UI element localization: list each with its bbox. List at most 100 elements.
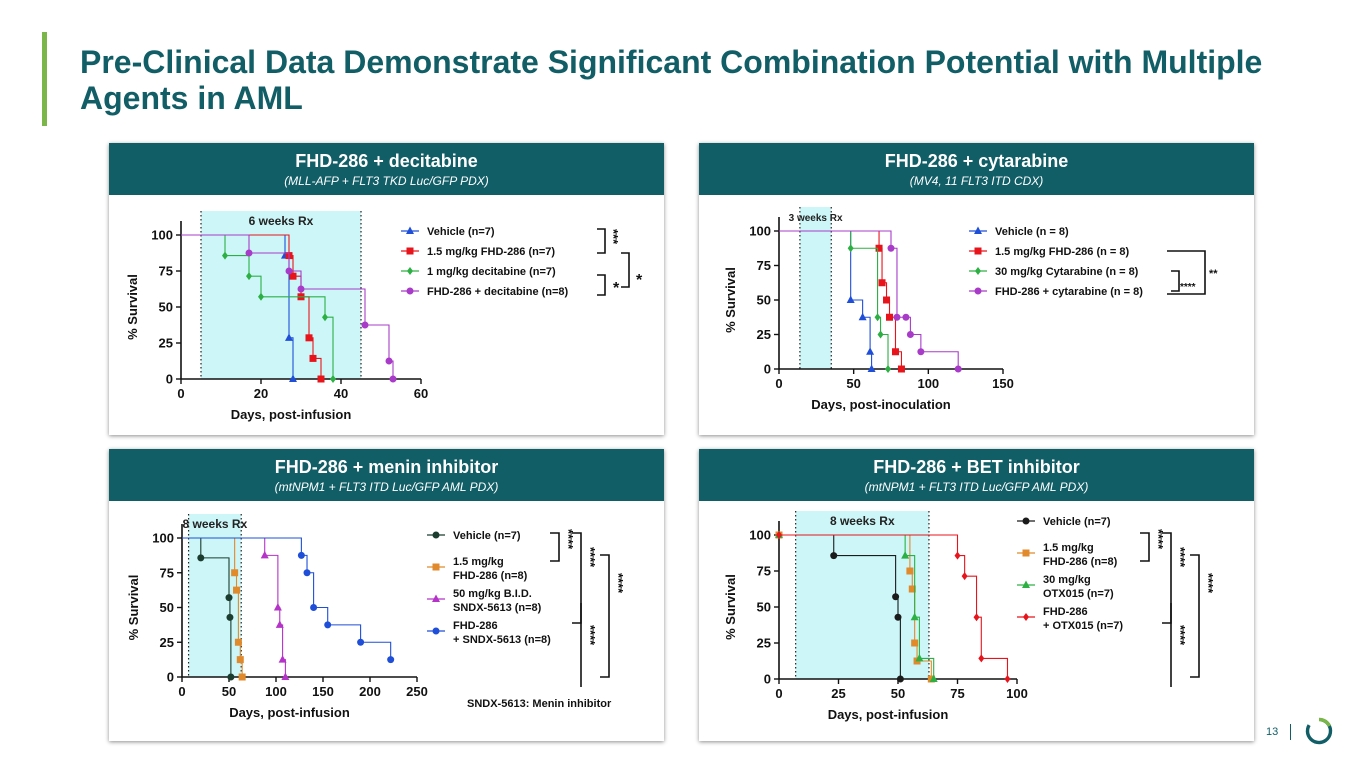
data-point — [245, 249, 253, 257]
data-point — [911, 639, 919, 647]
panel-header: FHD-286 + cytarabine (MV4, 11 FLT3 ITD C… — [699, 143, 1254, 195]
panel-subtitle: (MLL-AFP + FLT3 TKD Luc/GFP PDX) — [284, 174, 489, 188]
y-tick-label: 25 — [757, 327, 771, 342]
x-tick-label: 0 — [775, 376, 782, 391]
legend-label: SNDX-5613 (n=8) — [453, 602, 542, 614]
data-point — [289, 272, 297, 280]
treatment-window — [188, 514, 242, 677]
data-point — [867, 364, 876, 372]
legend-label: FHD-286 (n=8) — [1043, 556, 1118, 568]
legend-marker — [432, 531, 440, 539]
y-tick-label: 0 — [166, 372, 173, 387]
significance-stars: **** — [1180, 282, 1196, 293]
survival-chart-bet: 8 weeks Rx 0 25 50 75 100 0 25 50 75 100 Days, post… — [723, 511, 1216, 722]
panel-bet-inhibitor: FHD-286 + BET inhibitor (mtNPM1 + FLT3 I… — [699, 449, 1254, 741]
significance-bracket — [621, 252, 630, 288]
data-point — [908, 585, 916, 593]
y-tick-label: 50 — [757, 293, 771, 308]
data-point — [893, 313, 901, 321]
data-point — [830, 552, 838, 560]
data-point — [357, 638, 365, 646]
x-tick-label: 60 — [414, 386, 428, 401]
legend-marker — [432, 627, 440, 635]
survival-line-3 — [779, 534, 1009, 679]
legend-marker — [1022, 549, 1030, 557]
data-point — [303, 569, 311, 577]
significance-stars: **** — [583, 547, 598, 568]
legend-marker — [406, 287, 414, 295]
panel-title: FHD-286 + BET inhibitor — [873, 457, 1080, 477]
significance-bracket — [597, 228, 606, 254]
y-tick-label: 25 — [757, 636, 771, 651]
data-point — [906, 331, 914, 338]
significance-stars: **** — [1173, 547, 1188, 568]
x-tick-label: 100 — [265, 684, 287, 699]
legend-label: 1.5 mg/kg — [453, 556, 504, 568]
data-point — [776, 531, 782, 539]
significance-bracket — [1140, 532, 1150, 562]
data-point — [330, 375, 336, 383]
title-accent-bar — [42, 32, 47, 126]
data-point — [231, 569, 239, 577]
x-tick-label: 40 — [334, 386, 348, 401]
data-point — [973, 613, 980, 622]
y-tick-label: 25 — [159, 336, 173, 351]
x-axis-label: Days, post-infusion — [828, 707, 949, 722]
legend-label: FHD-286 + cytarabine (n = 8) — [995, 286, 1143, 298]
legend-label: OTX015 (n=7) — [1043, 588, 1114, 600]
legend-label: + OTX015 (n=7) — [1043, 620, 1123, 632]
data-point — [866, 347, 875, 355]
y-axis-label: % Survival — [723, 267, 738, 333]
panel-subtitle: (mtNPM1 + FLT3 ITD Luc/GFP AML PDX) — [274, 480, 499, 494]
panel-title: FHD-286 + cytarabine — [884, 151, 1069, 171]
data-point — [906, 567, 914, 575]
treatment-window-label: 8 weeks Rx — [830, 514, 895, 528]
y-tick-label: 50 — [160, 600, 174, 615]
treatment-window — [799, 207, 832, 369]
data-point — [310, 604, 318, 611]
significance-bracket — [600, 554, 610, 678]
data-point — [877, 330, 884, 339]
legend-label: Vehicle (n=7) — [453, 530, 521, 542]
significance-stars: **** — [611, 573, 626, 594]
legend-marker — [974, 247, 982, 255]
x-tick-label: 25 — [831, 686, 845, 701]
data-point — [238, 673, 246, 681]
legend-label: + SNDX-5613 (n=8) — [453, 634, 551, 646]
data-point — [896, 675, 904, 683]
circle-logo-icon — [1305, 717, 1333, 745]
significance-stars: * — [636, 272, 643, 289]
panel-decitabine: FHD-286 + decitabine (MLL-AFP + FLT3 TKD… — [109, 143, 664, 435]
x-tick-label: 0 — [177, 386, 184, 401]
significance-bracket — [1190, 554, 1200, 678]
y-tick-label: 75 — [159, 264, 173, 279]
panel-title: FHD-286 + decitabine — [295, 151, 478, 171]
x-tick-label: 100 — [1006, 686, 1028, 701]
data-point — [305, 334, 313, 342]
data-point — [234, 638, 242, 646]
x-tick-label: 200 — [359, 684, 381, 699]
y-tick-label: 25 — [160, 635, 174, 650]
data-point — [278, 655, 287, 663]
panel-menin-inhibitor: FHD-286 + menin inhibitor (mtNPM1 + FLT3… — [109, 449, 664, 741]
data-point — [289, 374, 297, 382]
treatment-window-label: 6 weeks Rx — [249, 214, 314, 228]
panel-header: FHD-286 + menin inhibitor (mtNPM1 + FLT3… — [109, 449, 664, 501]
data-point — [902, 313, 910, 321]
treatment-window-label: 8 weeks Rx — [183, 517, 248, 531]
legend-label: Vehicle (n = 8) — [995, 226, 1069, 238]
data-point — [389, 375, 397, 383]
x-tick-label: 150 — [992, 376, 1014, 391]
survival-chart-cytarabine: 3 weeks Rx 0 50 100 150 0 25 50 75 100 Days, post-… — [723, 207, 1218, 412]
y-tick-label: 100 — [749, 528, 771, 543]
legend-marker — [974, 287, 982, 295]
data-point — [317, 375, 325, 383]
data-point — [227, 673, 235, 681]
y-axis-label: % Survival — [125, 274, 140, 340]
data-point — [297, 285, 305, 293]
legend-label: FHD-286 (n=8) — [453, 570, 528, 582]
data-point — [361, 321, 369, 329]
data-point — [297, 551, 305, 559]
legend-marker — [1022, 517, 1030, 525]
page-number: 13 — [1266, 726, 1279, 738]
